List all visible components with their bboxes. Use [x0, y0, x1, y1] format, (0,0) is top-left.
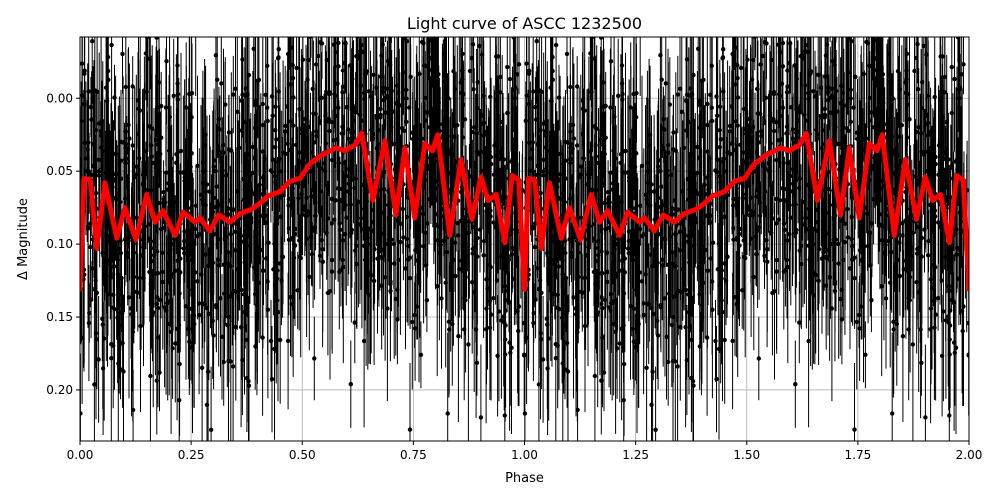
chart-title: Light curve of ASCC 1232500	[407, 14, 642, 33]
x-tick-label: 0.25	[178, 448, 205, 462]
x-tick-label: 1.25	[622, 448, 649, 462]
y-tick-label: 0.10	[46, 237, 73, 251]
x-tick-label: 1.75	[845, 448, 872, 462]
y-axis-ticks: 0.00 0.05 0.10 0.15 0.20	[46, 91, 80, 397]
y-axis-label: Δ Magnitude	[16, 198, 31, 280]
x-axis-ticks: 0.00 0.25 0.50 0.75 1.00 1.25 1.50 1.75 2.00	[67, 441, 983, 462]
x-tick-label: 0.00	[67, 448, 94, 462]
x-tick-label: 0.50	[289, 448, 316, 462]
x-tick-label: 2.00	[956, 448, 983, 462]
y-tick-label: 0.00	[46, 91, 73, 105]
x-tick-label: 0.75	[400, 448, 427, 462]
y-tick-label: 0.20	[46, 383, 73, 397]
x-tick-label: 1.50	[733, 448, 760, 462]
x-tick-label: 1.00	[511, 448, 538, 462]
x-axis-label: Phase	[505, 471, 544, 486]
model-curve	[80, 130, 969, 292]
y-tick-label: 0.15	[46, 310, 73, 324]
y-tick-label: 0.05	[46, 164, 73, 178]
